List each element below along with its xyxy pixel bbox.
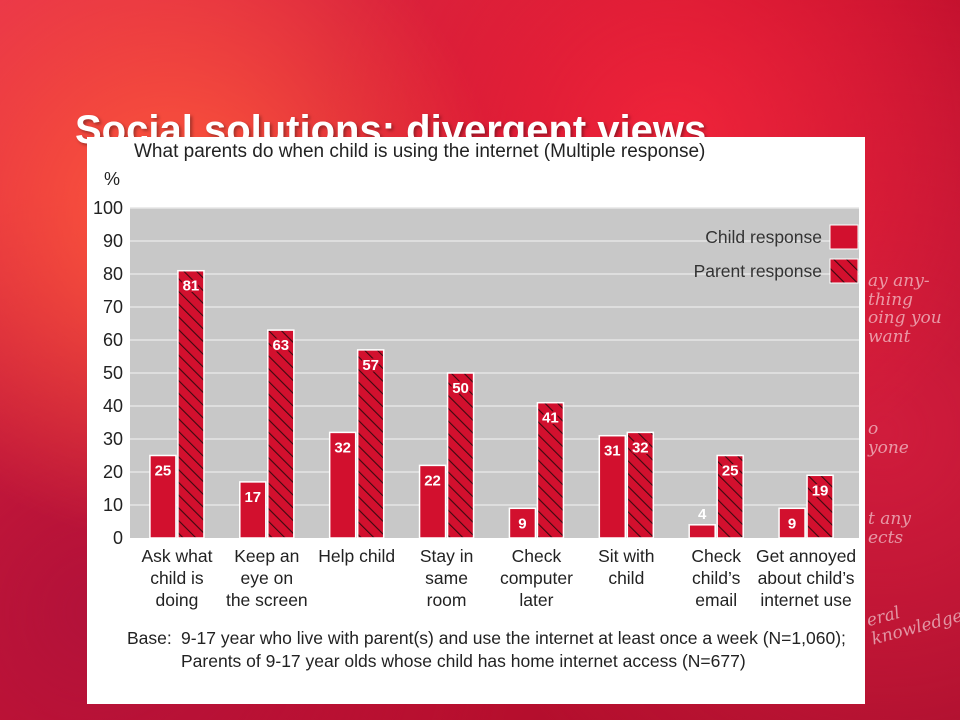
bar-parent-response [267, 329, 295, 539]
bar-child-response [239, 481, 267, 539]
legend-swatch [829, 258, 859, 284]
x-tick-label: Stay in [420, 546, 474, 566]
bar-child-response [418, 464, 447, 539]
x-tick-label: Sit with [598, 546, 654, 566]
legend-label: Parent response [694, 261, 822, 281]
scribble-2: o yone [868, 419, 909, 458]
scribble-3: t any ects [868, 509, 911, 548]
data-label: 19 [812, 482, 829, 499]
chart-title: What parents do when child is using the … [134, 141, 705, 162]
y-tick-label: 30 [103, 429, 123, 449]
data-label: 9 [788, 515, 796, 532]
y-tick-label: 60 [103, 330, 123, 350]
data-label: 50 [452, 380, 469, 397]
bar-parent-response [536, 401, 565, 539]
bar-child-response [508, 507, 537, 539]
x-tick-label: child [608, 568, 644, 588]
x-tick-label: email [695, 590, 737, 610]
legend-swatch [829, 224, 859, 250]
x-tick-label: child is [150, 568, 204, 588]
x-tick-label: Keep an [234, 546, 299, 566]
x-tick-label: internet use [760, 590, 851, 610]
legend-label: Child response [705, 227, 822, 247]
x-tick-label: the screen [226, 590, 308, 610]
y-tick-label: 20 [103, 462, 123, 482]
data-label: 41 [542, 410, 559, 427]
x-tick-label: child’s [692, 568, 741, 588]
data-label: 25 [722, 463, 739, 480]
scribble-1: ay any-thing oing you want [868, 271, 942, 348]
bar-child-response [688, 524, 716, 539]
data-label: 22 [424, 472, 441, 489]
y-tick-label: 90 [103, 231, 123, 251]
data-label: 81 [183, 278, 200, 295]
bar-child-response [778, 507, 806, 539]
data-label: 25 [155, 463, 172, 480]
bar-child-response [149, 454, 177, 539]
data-label: 9 [518, 515, 526, 532]
y-tick-label: 50 [103, 363, 123, 383]
data-label: 63 [272, 337, 289, 354]
x-tick-label: eye on [241, 568, 294, 588]
x-tick-label: room [427, 590, 467, 610]
data-label: 57 [362, 357, 379, 374]
x-tick-label: same [425, 568, 468, 588]
x-tick-label: later [519, 590, 553, 610]
bar-parent-response [356, 349, 385, 539]
x-tick-label: Check [512, 546, 562, 566]
bar-parent-response [806, 474, 834, 539]
bar-parent-response [626, 431, 655, 539]
data-label: 17 [244, 489, 261, 506]
data-label: 32 [632, 439, 649, 456]
bar-child-response [328, 431, 357, 539]
data-label: 32 [334, 439, 351, 456]
base-text: 9-17 year who live with parent(s) and us… [181, 628, 846, 671]
x-tick-label: doing [156, 590, 199, 610]
data-label: 4 [698, 506, 707, 523]
y-tick-label: 100 [93, 198, 123, 218]
chart-figure: What parents do when child is using the … [87, 137, 865, 704]
bar-parent-response [716, 454, 744, 539]
x-tick-label: Check [691, 546, 741, 566]
bar-parent-response [446, 372, 475, 539]
y-tick-label: 0 [113, 528, 123, 548]
x-tick-label: Get annoyed [756, 546, 856, 566]
bar-chart: What parents do when child is using the … [93, 141, 859, 610]
bar-parent-response [177, 269, 205, 539]
y-tick-label: 80 [103, 264, 123, 284]
scribble-4: eral knowledge [864, 603, 960, 650]
x-tick-label: Ask what [141, 546, 212, 566]
y-tick-label: 40 [103, 396, 123, 416]
bar-child-response [598, 434, 627, 539]
y-axis-unit: % [104, 169, 120, 189]
x-tick-label: computer [500, 568, 573, 588]
data-label: 31 [604, 443, 621, 460]
y-tick-label: 10 [103, 495, 123, 515]
base-label: Base: [127, 628, 172, 648]
y-tick-label: 70 [103, 297, 123, 317]
x-tick-label: Help child [318, 546, 395, 566]
x-tick-label: about child’s [758, 568, 855, 588]
